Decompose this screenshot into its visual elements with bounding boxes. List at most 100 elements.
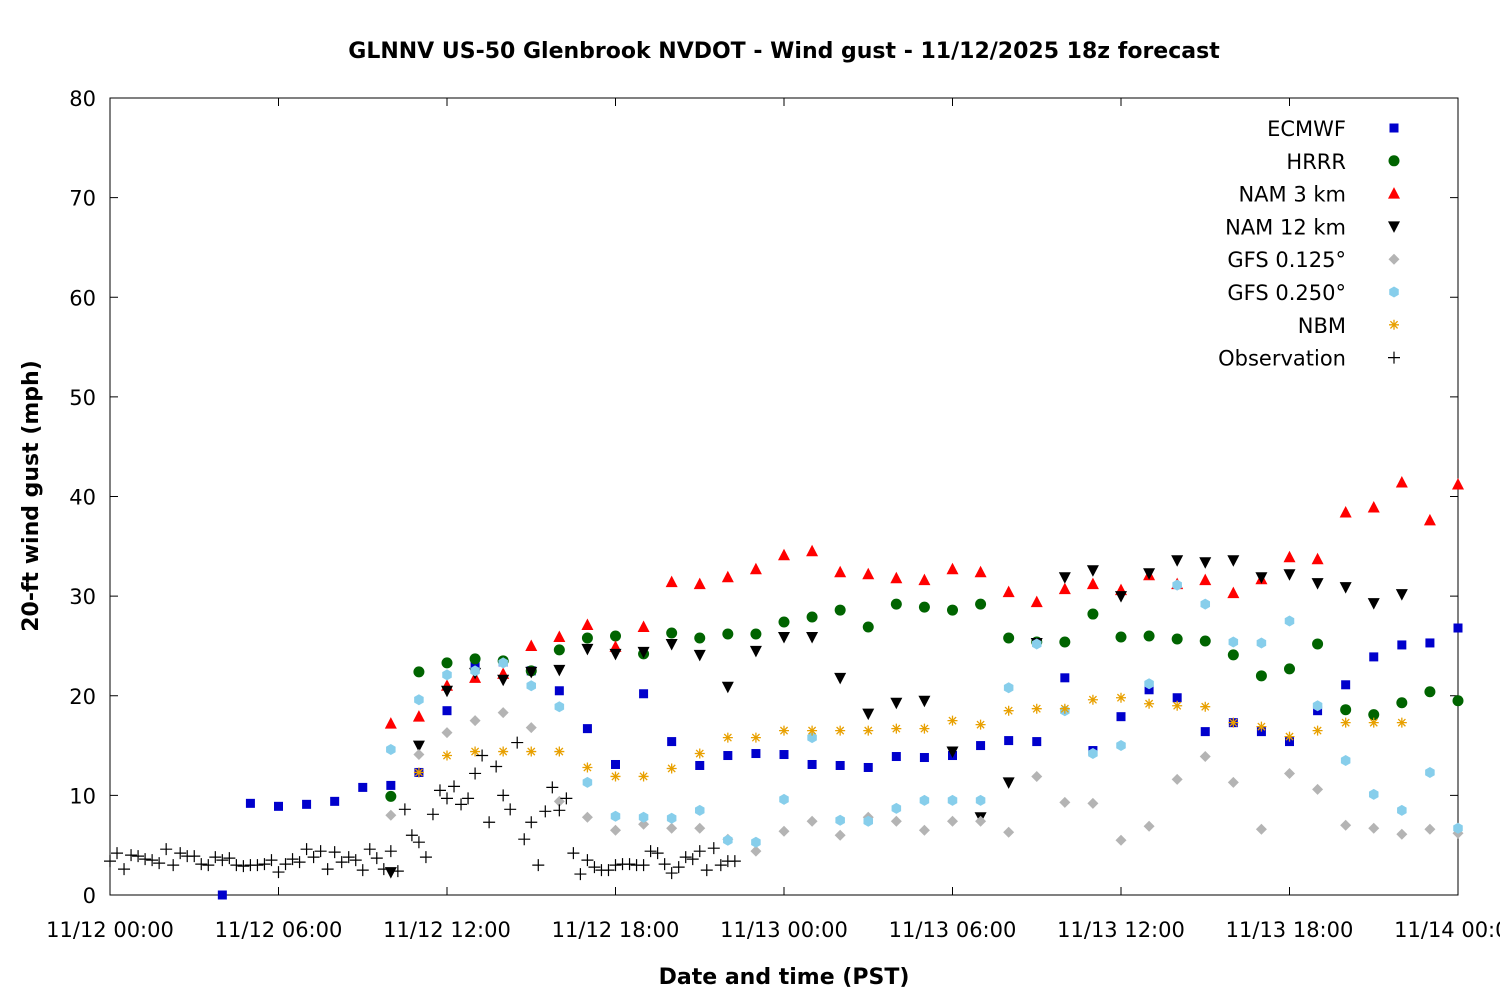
data-point: [230, 859, 243, 872]
data-point: [1284, 767, 1295, 779]
data-point: [448, 780, 461, 793]
data-point: [1395, 589, 1408, 601]
data-point: [918, 573, 931, 586]
data-point: [554, 701, 565, 713]
data-point: [363, 843, 376, 856]
data-point: [441, 685, 453, 698]
data-point: [167, 859, 180, 872]
y-tick-label: 0: [83, 884, 96, 908]
data-point: [1227, 776, 1239, 788]
data-point: [314, 845, 327, 858]
data-point: [723, 751, 733, 761]
data-point: [666, 763, 677, 774]
data-point: [293, 856, 306, 869]
data-point: [384, 845, 397, 858]
data-point: [1087, 797, 1099, 809]
data-point: [890, 571, 903, 584]
data-point: [693, 649, 706, 662]
data-point: [518, 833, 531, 846]
data-point: [413, 666, 425, 678]
data-point: [497, 674, 510, 687]
data-point: [694, 822, 706, 834]
legend-marker: [1388, 253, 1400, 265]
y-axis: 0 10 20 30 40 50 60 70 80: [69, 87, 1458, 908]
data-point: [1255, 572, 1268, 584]
data-point: [358, 782, 368, 792]
data-point: [700, 864, 713, 877]
data-point: [975, 794, 986, 806]
data-point: [1256, 637, 1267, 649]
legend-marker: [1388, 351, 1400, 364]
legend-marker: [1389, 319, 1399, 330]
data-point: [1339, 505, 1352, 518]
data-point: [693, 845, 706, 858]
data-point: [188, 850, 201, 863]
x-tick-label: 11/13 00:00: [720, 918, 848, 942]
data-point: [511, 736, 524, 749]
data-point: [300, 843, 313, 856]
data-point: [414, 694, 424, 706]
data-point: [1396, 828, 1408, 840]
data-point: [778, 631, 790, 644]
data-point: [245, 798, 255, 808]
data-point: [330, 796, 340, 806]
data-point: [667, 737, 677, 747]
data-point: [526, 746, 537, 757]
data-point: [391, 865, 404, 878]
data-point: [441, 657, 453, 669]
data-point: [1086, 577, 1099, 590]
data-point: [525, 639, 538, 651]
data-point: [1116, 712, 1126, 722]
x-tick-label: 11/12 00:00: [46, 918, 174, 942]
data-point: [947, 604, 958, 616]
legend-marker: [1389, 123, 1399, 133]
y-tick-label: 10: [69, 784, 96, 808]
data-point: [1172, 579, 1182, 591]
legend-label: ECMWF: [1267, 117, 1346, 141]
data-point: [834, 565, 847, 578]
data-point: [1144, 685, 1154, 695]
data-point: [644, 845, 657, 858]
data-point: [1396, 697, 1408, 709]
data-point: [525, 722, 537, 734]
data-point: [1227, 555, 1240, 567]
data-point: [638, 818, 650, 830]
data-point: [611, 759, 620, 769]
data-point: [1144, 698, 1155, 709]
data-point: [890, 815, 902, 827]
data-point: [251, 859, 264, 872]
data-point: [160, 843, 173, 856]
data-point: [539, 805, 552, 818]
data-point: [1059, 796, 1071, 808]
data-point: [1059, 703, 1070, 714]
data-point: [750, 845, 762, 857]
data-point: [1172, 700, 1183, 711]
data-point: [721, 681, 734, 694]
data-point: [209, 851, 222, 864]
data-point: [272, 866, 285, 879]
data-point: [1368, 709, 1380, 721]
data-point: [412, 710, 425, 722]
series-observation: [104, 736, 741, 881]
data-point: [525, 666, 538, 679]
data-point: [195, 858, 208, 871]
data-point: [567, 847, 580, 860]
data-point: [1312, 783, 1324, 795]
data-point: [476, 749, 489, 762]
data-point: [639, 689, 649, 699]
data-point: [1227, 586, 1240, 599]
x-axis: 11/12 00:00 11/12 06:00 11/12 12:00 11/12 1…: [46, 98, 1500, 942]
data-point: [975, 719, 986, 730]
data-point: [891, 723, 902, 734]
data-point: [707, 842, 720, 855]
data-point: [890, 598, 902, 610]
data-point: [1284, 615, 1295, 627]
data-point: [1283, 569, 1296, 581]
data-point: [610, 630, 621, 642]
data-point: [174, 847, 187, 860]
data-point: [778, 616, 790, 628]
data-point: [1171, 555, 1184, 567]
x-tick-label: 11/12 12:00: [383, 918, 511, 942]
data-point: [974, 565, 987, 578]
data-point: [665, 867, 678, 880]
